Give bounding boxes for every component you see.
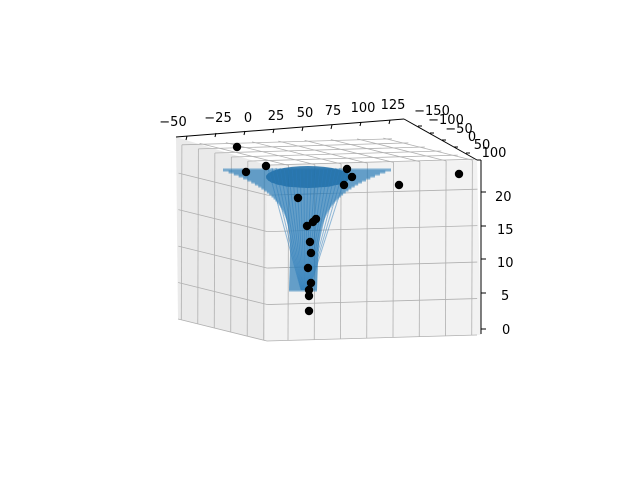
- surface-mesh-line: [279, 167, 303, 291]
- grid-line: [197, 148, 199, 324]
- scatter-point: [306, 278, 316, 288]
- x-tick-label: 25: [268, 109, 285, 124]
- scatter-point: [232, 142, 242, 152]
- x-tick-mark: [301, 126, 304, 132]
- surface-mesh-line: [283, 167, 304, 291]
- scatter-point: [306, 248, 316, 258]
- scatter-points: [232, 142, 464, 316]
- scatter-point: [304, 285, 314, 295]
- x-tick-label: 75: [325, 104, 342, 119]
- grid-lines: [177, 137, 478, 342]
- y-tick-label: 50: [474, 138, 491, 153]
- grid-line: [181, 138, 392, 146]
- grid-line: [263, 165, 265, 341]
- grid-line: [330, 139, 420, 163]
- scatter-point: [305, 237, 315, 247]
- y-axis-line: [403, 118, 478, 161]
- scatter-point: [293, 193, 303, 203]
- grid-line: [230, 157, 232, 333]
- grid-line: [178, 172, 268, 196]
- scatter-point: [241, 167, 251, 177]
- grid-line: [199, 143, 289, 166]
- scatter-point: [347, 172, 357, 182]
- grid-line: [247, 154, 458, 162]
- z-tick-label: 0: [502, 323, 510, 338]
- x-tick-mark: [330, 124, 333, 130]
- grid-line: [180, 144, 183, 320]
- y-tick-label: 100: [482, 146, 507, 161]
- scatter-point: [394, 180, 404, 190]
- surface-mesh-line: [267, 167, 302, 291]
- surface-mesh-line: [295, 167, 305, 291]
- left-pane: [176, 137, 267, 341]
- grid-line: [178, 282, 268, 305]
- x-tick-label: 50: [297, 106, 314, 121]
- grid-line: [357, 138, 447, 162]
- x-tick-label: −50: [159, 115, 186, 130]
- grid-line: [213, 152, 216, 328]
- x-tick-mark: [359, 121, 362, 127]
- surface-mesh-line: [291, 167, 304, 291]
- x-tick-mark: [214, 132, 217, 138]
- x-tick-mark: [243, 130, 246, 136]
- x-tick-label: 125: [381, 98, 406, 113]
- grid-line: [278, 140, 368, 164]
- grid-line: [231, 150, 442, 158]
- z-tick-label: 15: [497, 223, 514, 238]
- scatter-point: [261, 161, 271, 171]
- surface-mesh-line: [287, 167, 304, 291]
- grid-line: [304, 140, 394, 163]
- scatter-point: [303, 263, 313, 273]
- surface-mesh-line: [271, 167, 302, 291]
- surface-mesh-line: [307, 167, 341, 291]
- z-tick-label: 10: [497, 256, 514, 271]
- x-tick-label: −25: [204, 111, 231, 126]
- x-tick-label: 100: [351, 101, 376, 116]
- x-tick-mark: [185, 135, 188, 141]
- x-tick-mark: [388, 119, 391, 125]
- grid-line: [214, 146, 425, 154]
- surface-mesh-line: [299, 167, 305, 291]
- grid-line: [246, 161, 249, 337]
- grid-line: [178, 245, 268, 269]
- x-axis-line: [175, 118, 405, 138]
- scatter-point: [304, 291, 314, 301]
- scatter-point: [454, 169, 464, 179]
- y-tick-labels: −150 −100 −50 0 50 100: [414, 104, 506, 161]
- scatter-point: [302, 221, 312, 231]
- y-tick-label: −100: [428, 113, 464, 128]
- grid-line: [267, 298, 478, 305]
- scatter-point: [304, 306, 314, 316]
- grid-line: [383, 137, 473, 161]
- surface-mesh-line: [275, 167, 303, 291]
- z-tick-label: 5: [501, 289, 509, 304]
- x-tick-label: 0: [244, 111, 252, 126]
- grid-line: [266, 334, 478, 342]
- grid-line: [252, 141, 342, 165]
- scatter-point: [308, 217, 318, 227]
- x-tick-labels: −50 −25 0 25 50 75 100 125: [159, 98, 405, 130]
- z-tick-label: 20: [495, 190, 512, 205]
- grid-line: [264, 158, 475, 166]
- grid-line: [177, 318, 268, 342]
- axis-lines: [175, 118, 486, 334]
- x-tick-mark: [272, 128, 275, 134]
- scatter-point: [339, 180, 349, 190]
- surface-mesh-line: [307, 167, 337, 291]
- grid-line: [178, 209, 268, 233]
- y-tick-label: −150: [414, 104, 450, 119]
- scatter-point: [342, 164, 352, 174]
- y-tick-label: 0: [468, 130, 476, 145]
- y-tick-label: −50: [445, 122, 472, 137]
- surface-mesh-line: [308, 167, 345, 291]
- z-tick-labels: 0 5 10 15 20: [495, 190, 514, 338]
